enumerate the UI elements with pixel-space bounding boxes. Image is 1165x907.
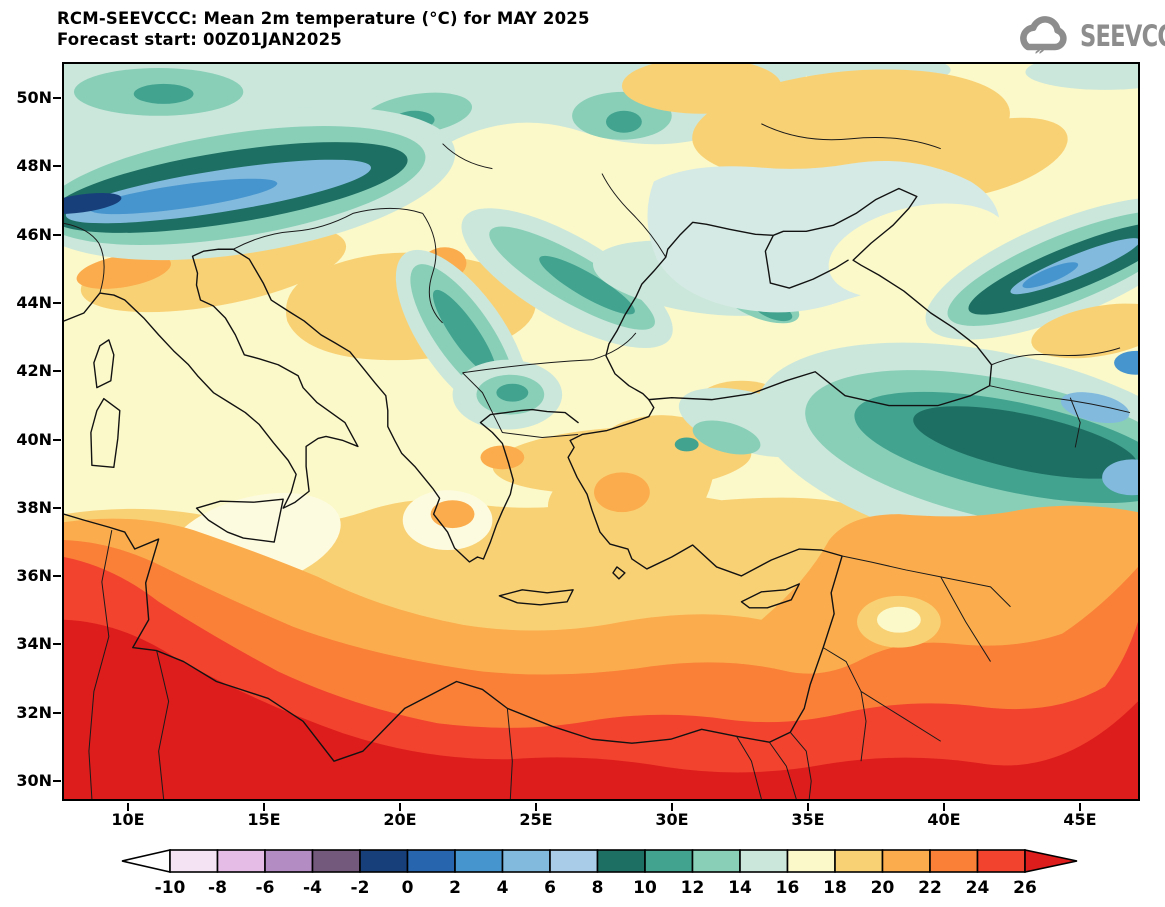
colorbar-tick-label: 18 xyxy=(823,878,847,898)
map-frame xyxy=(62,62,1140,801)
lon-tick-label: 30E xyxy=(655,810,689,829)
colorbar-tick-label: 2 xyxy=(449,878,461,898)
page-title: RCM-SEEVCCC: Mean 2m temperature (°C) fo… xyxy=(57,9,590,28)
colorbar-segment xyxy=(359,849,409,873)
colorbar-tick-label: 0 xyxy=(402,878,414,898)
colorbar-segment xyxy=(834,849,884,873)
lon-tick-mark xyxy=(807,803,809,811)
lat-tick-label: 38N xyxy=(16,497,52,517)
country-borders xyxy=(64,123,1131,799)
colorbar-segment xyxy=(976,849,1026,873)
colorbar-tick-label: 12 xyxy=(681,878,705,898)
colorbar-segment xyxy=(216,849,266,873)
temperature-field xyxy=(64,64,1138,799)
lon-tick-mark xyxy=(943,803,945,811)
colorbar-tick-label: 8 xyxy=(592,878,604,898)
colorbar-tick-label: -2 xyxy=(351,878,370,898)
colorbar-segment xyxy=(501,849,551,873)
lon-tick-mark xyxy=(671,803,673,811)
lon-tick-label: 40E xyxy=(927,810,961,829)
colorbar-tick-label: 6 xyxy=(544,878,556,898)
lat-tick-mark xyxy=(53,506,61,509)
colorbar: -10 -8 -6 -4 -2 0 2 4 6 8 10 12 14 16 18 20 22 24 26 xyxy=(121,848,1078,898)
lat-tick-label: 46N xyxy=(16,224,52,244)
lon-tick-mark xyxy=(1079,803,1081,811)
colorbar-tick-label: 24 xyxy=(966,878,990,898)
lat-tick-label: 36N xyxy=(16,566,52,586)
lat-tick-label: 50N xyxy=(16,88,52,107)
colorbar-tick-label: 10 xyxy=(633,878,657,898)
lon-tick-label: 20E xyxy=(383,810,417,829)
colorbar-segment xyxy=(454,849,504,873)
colorbar-tick-label: 22 xyxy=(918,878,942,898)
lat-tick-label: 48N xyxy=(16,156,52,176)
colorbar-segment xyxy=(596,849,646,873)
lat-tick-label: 42N xyxy=(16,361,52,381)
colorbar-tick-label: 16 xyxy=(776,878,800,898)
lat-tick-label: 30N xyxy=(16,771,52,790)
lat-tick-label: 44N xyxy=(16,292,52,312)
colorbar-segment xyxy=(311,849,361,873)
colorbar-segment xyxy=(549,849,599,873)
lat-tick-mark xyxy=(53,165,61,168)
lat-tick-mark xyxy=(53,97,61,99)
lat-tick-mark xyxy=(53,301,61,304)
colorbar-under-arrow xyxy=(121,848,171,874)
temperature-map xyxy=(64,64,1138,799)
title-block: RCM-SEEVCCC: Mean 2m temperature (°C) fo… xyxy=(57,8,590,50)
colorbar-tick-label: 20 xyxy=(871,878,895,898)
lat-tick-label: 32N xyxy=(16,702,52,722)
colorbar-segment xyxy=(739,849,789,873)
cloud-icon: » xyxy=(1020,16,1067,58)
svg-text:»: » xyxy=(1034,40,1045,58)
colorbar-tick-label: -10 xyxy=(155,878,186,898)
lon-tick-mark xyxy=(127,803,129,811)
coastlines xyxy=(64,187,993,762)
colorbar-segment xyxy=(786,849,836,873)
colorbar-segment xyxy=(406,849,456,873)
lon-tick-label: 45E xyxy=(1063,810,1097,829)
lat-tick-label: 34N xyxy=(16,634,52,654)
lat-tick-mark xyxy=(53,780,61,782)
logo-text: SEEVCCC xyxy=(1080,19,1165,53)
lat-tick-mark xyxy=(53,370,61,373)
seevccc-logo: » SEEVCCC xyxy=(1012,14,1165,58)
colorbar-tick-label: -8 xyxy=(208,878,227,898)
colorbar-tick-label: 26 xyxy=(1013,878,1037,898)
lon-tick-label: 35E xyxy=(791,810,825,829)
colorbar-segment xyxy=(264,849,314,873)
colorbar-tick-label: 4 xyxy=(497,878,509,898)
colorbar-tick-label: 14 xyxy=(728,878,752,898)
page-subtitle: Forecast start: 00Z01JAN2025 xyxy=(57,30,342,49)
lon-tick-mark xyxy=(399,803,401,811)
lat-tick-mark xyxy=(53,575,61,578)
colorbar-segment xyxy=(644,849,694,873)
lat-tick-mark xyxy=(53,711,61,714)
lon-tick-label: 10E xyxy=(111,810,145,829)
lon-tick-label: 15E xyxy=(247,810,281,829)
colorbar-tick-label: -4 xyxy=(303,878,322,898)
colorbar-segment xyxy=(929,849,979,873)
lat-tick-mark xyxy=(53,643,61,646)
lat-tick-mark xyxy=(53,438,61,441)
colorbar-segment xyxy=(169,849,219,873)
colorbar-over-arrow xyxy=(1024,849,1078,873)
lon-tick-mark xyxy=(535,803,537,811)
colorbar-tick-label: -6 xyxy=(256,878,275,898)
lat-tick-label: 40N xyxy=(16,429,52,449)
lon-tick-label: 25E xyxy=(519,810,553,829)
colorbar-segment xyxy=(691,849,741,873)
colorbar-segment xyxy=(881,849,931,873)
lat-tick-mark xyxy=(53,233,61,236)
lon-tick-mark xyxy=(263,803,265,811)
